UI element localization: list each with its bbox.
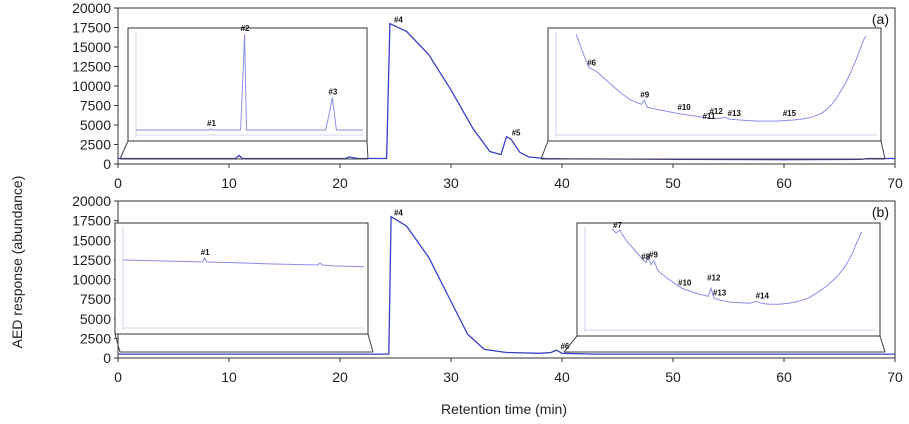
- inset-peak-label: #12: [707, 273, 721, 282]
- panel-b: 0 2500 5000 7500 10000 12500 15000 17500 20000 0 1…: [72, 193, 903, 385]
- y-tick-label: 7500: [80, 291, 111, 307]
- x-tick-label: 0: [114, 175, 122, 191]
- x-tick-label: 30: [443, 175, 459, 191]
- x-tick-label: 60: [776, 175, 792, 191]
- y-tick-label: 5000: [80, 311, 111, 327]
- x-tick-label: 70: [887, 369, 903, 385]
- inset-connector: [114, 333, 121, 353]
- x-tick-label: 70: [887, 175, 903, 191]
- inset-peak-label: #2: [241, 24, 250, 33]
- y-tick-label: 2500: [80, 137, 111, 153]
- peak-label: #4: [394, 209, 403, 218]
- inset-peak-label: #1: [207, 119, 216, 128]
- inset-peak-label: #12: [709, 107, 723, 116]
- inset-connector: [563, 335, 578, 353]
- y-tick-label: 20000: [72, 0, 111, 16]
- inset-peak-label: #6: [587, 59, 596, 68]
- y-tick-label: 12500: [72, 59, 111, 75]
- main-trace: [118, 215, 895, 355]
- y-tick-label: 15000: [72, 39, 111, 55]
- y-tick-label: 12500: [72, 252, 111, 268]
- y-tick-label: 15000: [72, 232, 111, 248]
- panel-label: (b): [872, 204, 889, 220]
- inset-peak-label: #3: [328, 87, 337, 96]
- x-tick-label: 50: [665, 369, 681, 385]
- inset-connector: [119, 140, 129, 160]
- x-tick-label: 60: [776, 369, 792, 385]
- y-tick-label: 7500: [80, 98, 111, 114]
- panel-a: 0 2500 5000 7500 10000 12500 15000 17500 20000 0 1…: [72, 0, 903, 191]
- inset-peak-label: #14: [756, 291, 770, 300]
- peak-label: #4: [394, 16, 403, 25]
- left-inset: #1: [114, 222, 369, 335]
- inset-trace: [575, 33, 867, 122]
- x-axis-label: Retention time (min): [441, 401, 567, 417]
- y-tick-label: 5000: [80, 117, 111, 133]
- inset-peak-label: #9: [649, 251, 658, 260]
- y-tick-label: 10000: [72, 272, 111, 288]
- x-tick-label: 40: [554, 369, 570, 385]
- x-tick-label: 30: [443, 369, 459, 385]
- y-axis-label: AED response (abundance): [9, 176, 25, 349]
- x-tick-label: 20: [332, 175, 348, 191]
- y-tick-label: 17500: [72, 20, 111, 36]
- y-tick-label: 0: [103, 156, 111, 172]
- inset-peak-label: #10: [677, 103, 691, 112]
- inset-peak-label: #11: [702, 112, 715, 121]
- x-tick-label: 50: [665, 175, 681, 191]
- x-tick-label: 20: [332, 369, 348, 385]
- inset-peak-label: #7: [613, 221, 622, 230]
- inset-connector: [879, 335, 886, 353]
- left-inset: #1 #2 #3: [127, 24, 368, 142]
- inset-connector: [366, 140, 369, 160]
- x-tick-label: 10: [221, 369, 237, 385]
- inset-peak-label: #9: [640, 90, 649, 99]
- inset-trace: [611, 228, 862, 305]
- y-tick-label: 0: [103, 350, 111, 366]
- inset-peak-label: #13: [728, 109, 742, 118]
- inset-connector: [880, 140, 886, 160]
- inset-connector: [540, 140, 549, 160]
- y-tick-label: 20000: [72, 193, 111, 209]
- inset-frame: [127, 27, 368, 142]
- inset-trace: [136, 33, 363, 131]
- y-tick-label: 2500: [80, 330, 111, 346]
- inset-peak-label: #8: [641, 253, 650, 262]
- right-inset: #6 #9 #10 #11#12 #13 #15: [547, 27, 882, 142]
- x-tick-label: 40: [554, 175, 570, 191]
- y-tick-label: 17500: [72, 213, 111, 229]
- peak-label: #6: [560, 342, 569, 351]
- inset-peak-label: #10: [678, 278, 692, 287]
- y-tick-label: 10000: [72, 78, 111, 94]
- inset-peak-label: #15: [783, 109, 797, 118]
- inset-frame: [547, 27, 882, 142]
- inset-trace: [122, 257, 365, 268]
- right-inset: #7 #8#9 #10 #12 #13 #14: [576, 221, 881, 337]
- inset-peak-label: #13: [713, 288, 727, 297]
- inset-peak-label: #1: [201, 248, 210, 257]
- inset-connector: [367, 333, 374, 353]
- panel-label: (a): [872, 11, 889, 27]
- x-tick-label: 10: [221, 175, 237, 191]
- x-tick-label: 0: [114, 369, 122, 385]
- peak-label: #5: [512, 129, 521, 138]
- inset-frame: [114, 222, 369, 335]
